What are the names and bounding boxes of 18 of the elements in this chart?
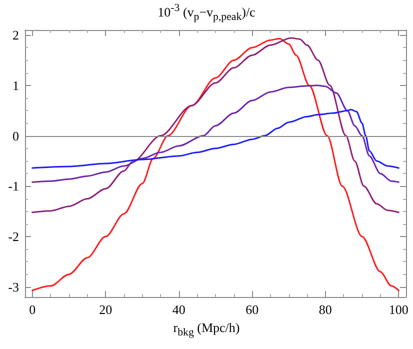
- line-series: [32, 84, 400, 183]
- y-tick-label: -1: [8, 178, 19, 194]
- x-tick-label: 100: [388, 302, 408, 317]
- chart-title: 10$^{-3}$ (v$_{p}$−v$_{p,peak}$)/c: [156, 2, 256, 23]
- y-tick-label: -2: [8, 229, 19, 244]
- x-axis-title: r$_{bkg}$ (Mpc/h): [172, 320, 241, 339]
- x-tick-label: 40: [172, 302, 186, 317]
- x-tick-label: 80: [318, 302, 332, 317]
- x-tick-label: 20: [99, 302, 112, 317]
- line-series: [32, 38, 400, 292]
- x-tick-label: 60: [246, 302, 259, 317]
- x-tick-label: 0: [29, 302, 36, 317]
- line-series: [32, 37, 400, 214]
- line-series: [32, 108, 400, 169]
- y-tick-label: 2: [12, 28, 19, 43]
- y-tick-label: -3: [8, 279, 19, 294]
- y-tick-label: 1: [12, 78, 19, 93]
- y-tick-label: 0: [12, 128, 19, 144]
